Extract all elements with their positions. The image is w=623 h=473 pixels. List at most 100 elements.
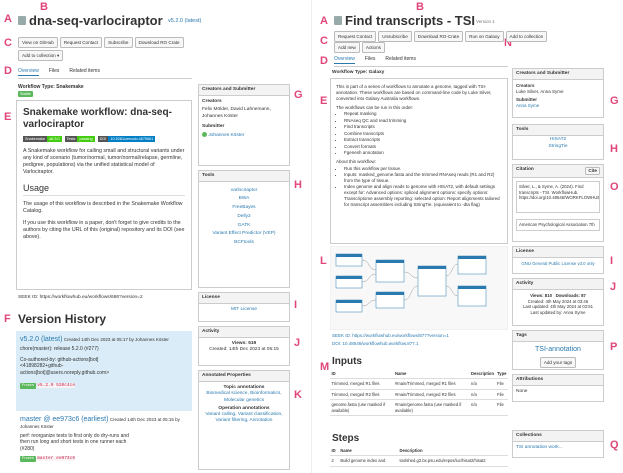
annotation-marker: E xyxy=(4,111,12,123)
tag[interactable]: TSI-annotation xyxy=(535,346,581,354)
tool-list: HISAT2 StringTie xyxy=(513,137,603,154)
readme-badge: passing xyxy=(77,136,95,142)
annotation-marker: O xyxy=(610,181,619,193)
submitter[interactable]: Anna Syme xyxy=(516,102,540,108)
list-item: Fgenesh annotation xyxy=(344,150,502,156)
readme-badge: Tests xyxy=(64,136,78,142)
list-item: Extract transcripts xyxy=(344,137,502,143)
tool-link[interactable]: Delly2 xyxy=(237,213,251,219)
box-title: Annotated Properties xyxy=(199,371,289,383)
tool-link[interactable]: HISAT2 xyxy=(549,137,567,143)
inputs-heading: Inputs xyxy=(332,356,362,367)
list-item: Run this workflow per tissue. xyxy=(344,166,502,172)
label: Creators xyxy=(516,83,535,89)
citation-box: Citation Cite Silver, L., & Syme, A. (202… xyxy=(512,164,604,242)
seek-id: SEEK ID: https://workflowhub.eu/workflow… xyxy=(18,295,143,300)
box-title: License xyxy=(513,247,603,259)
annotation-marker: D xyxy=(4,65,12,77)
collection[interactable]: TSI annotation work... xyxy=(516,445,563,451)
license[interactable]: MIT License xyxy=(230,307,258,313)
readme: Snakemake workflow: dna-seq-varlocirapto… xyxy=(16,100,192,290)
version[interactable]: v5.2.0 (latest) xyxy=(168,18,202,24)
tab[interactable]: Overview xyxy=(334,56,355,64)
created: Created: 4th May 2024 at 03:46 xyxy=(527,298,589,304)
button[interactable]: Add to collection xyxy=(505,31,548,42)
table-cell: genome.fasta (use masked if available) xyxy=(330,399,394,417)
description: This is part of a series of workflows to… xyxy=(330,78,508,244)
license-box: License GNU General Public License v3.0 … xyxy=(512,246,604,274)
button[interactable]: Unsubscribe xyxy=(378,31,412,42)
button[interactable]: Add new xyxy=(334,42,360,53)
tool-link[interactable]: Variant Effect Predictor (VEP) xyxy=(212,231,276,237)
button[interactable]: Request Contact xyxy=(334,31,377,42)
table-cell: #main/Trimmed, merged R2 files xyxy=(393,389,470,401)
readme-badge: 10.5281/zenodo.4675661 xyxy=(108,136,156,142)
annotation-marker: J xyxy=(294,337,301,349)
annotation-marker: L xyxy=(320,255,327,267)
readme-heading: Snakemake workflow: dna-seq-varlocirapto… xyxy=(23,107,172,130)
table-row: 2 Build genome index and toolshed.g2.bx.ps… xyxy=(330,455,508,467)
license[interactable]: GNU General Public License v3.0 only xyxy=(521,261,595,267)
annotation-marker: I xyxy=(610,255,614,267)
tab[interactable]: Files xyxy=(364,56,376,62)
collections-box: Collections TSI annotation work... xyxy=(512,430,604,458)
annotation-marker: P xyxy=(610,341,618,353)
button[interactable]: View on GitHub xyxy=(18,37,58,48)
list-item: Index genome and align reads to genome w… xyxy=(344,184,502,207)
tool-link[interactable]: StringTie xyxy=(548,144,568,150)
table-row: Trimmed, merged R1 files #main/Trimmed, m… xyxy=(330,378,508,390)
add-tags-button[interactable]: Add your tags xyxy=(539,357,577,369)
right-page: A B C N D E L M G H O I J P Q Find transcripts - TSI V… xyxy=(316,0,623,473)
list-item: Repeat masking xyxy=(344,111,502,117)
button[interactable]: Run on Galaxy xyxy=(465,31,504,42)
tool-link[interactable]: BCFtools xyxy=(234,240,254,246)
tool-link[interactable]: varlociraptor xyxy=(230,187,258,193)
workflow-type: Workflow Type: Galaxy xyxy=(332,70,385,75)
tool-link[interactable]: FreeBayes xyxy=(232,205,256,211)
creators: Felix Mölder, David Lahnemann, Johannes … xyxy=(202,107,271,119)
version-item: v5.2.0 (latest) Created 14th Dec 2023 at… xyxy=(16,331,192,411)
list-item: Inputs: masked_genome.fasta and the trim… xyxy=(344,172,502,184)
tools-box: Tools varlociraptor BWA FreeBayes Delly2 GAT… xyxy=(198,170,290,288)
creators: Luke Silver, Anna Syme xyxy=(516,89,564,95)
tool-link[interactable]: BWA xyxy=(238,196,250,202)
table-cell: #main/genome.fasta (use masked if availa… xyxy=(393,399,470,417)
button[interactable]: Download RO Crate xyxy=(134,37,184,48)
readme-badges: Snakemake ≥6.3.0 Tests passing DOI 10.5281/ze… xyxy=(23,136,185,142)
citation-style[interactable]: American Psychological Association 7th xyxy=(516,218,600,231)
cite-button[interactable]: Cite xyxy=(585,167,600,175)
add-collection-button[interactable]: Add to collection ▾ xyxy=(18,50,64,61)
citation-text: Silver, L., & Syme, A. (2024). Find tran… xyxy=(516,180,600,213)
tab[interactable]: Files xyxy=(48,68,60,74)
annotation-marker: D xyxy=(320,55,328,67)
button-row: View on GitHub Request Contact Subscribe Do… xyxy=(18,37,184,48)
created: Created: 14th Dec 2023 at 05:15 xyxy=(209,347,279,353)
usage-heading: Usage xyxy=(23,183,185,197)
downloads: Downloads: 87 xyxy=(555,293,586,299)
views: Views: 810 xyxy=(530,293,552,299)
header-row: ID Name Description xyxy=(330,446,508,457)
version-coauthor: Co-authored-by: github-actions[bot] <418… xyxy=(20,356,110,376)
box-title: Tools xyxy=(513,125,603,137)
box-title: Creators and Submitter xyxy=(199,85,289,97)
button[interactable]: Subscribe xyxy=(104,37,133,48)
column-header: Description xyxy=(398,446,508,457)
version-name[interactable]: master @ ee973c6 (earliest) xyxy=(20,416,109,423)
submitter[interactable]: Johannes Köster xyxy=(208,132,245,138)
tool-link[interactable]: GATK xyxy=(237,222,251,228)
tab[interactable]: Related items xyxy=(69,68,100,74)
page-title: dna-seq-varlociraptor xyxy=(29,13,163,28)
label: Topic annotations xyxy=(223,385,265,391)
updated: Last updated: 4th May 2024 at 03:51 xyxy=(523,304,593,310)
table-cell: Build genome index and xyxy=(338,455,398,467)
button[interactable]: Actions xyxy=(361,42,385,53)
doi: DOI: 10.48546/workflowhub.workflow.877.1 xyxy=(332,341,419,346)
intro: This is part of a series of workflows to… xyxy=(336,84,492,101)
version-name[interactable]: v5.2.0 (latest) xyxy=(20,336,63,343)
tab[interactable]: Related items xyxy=(385,56,416,62)
button[interactable]: Request Contact xyxy=(59,37,103,48)
label: Submitter xyxy=(516,96,538,102)
tab[interactable]: Overview xyxy=(18,68,39,76)
git-ref: v5.2.0 520c4ce xyxy=(37,383,76,389)
button[interactable]: Download RO-Crate xyxy=(413,31,464,42)
